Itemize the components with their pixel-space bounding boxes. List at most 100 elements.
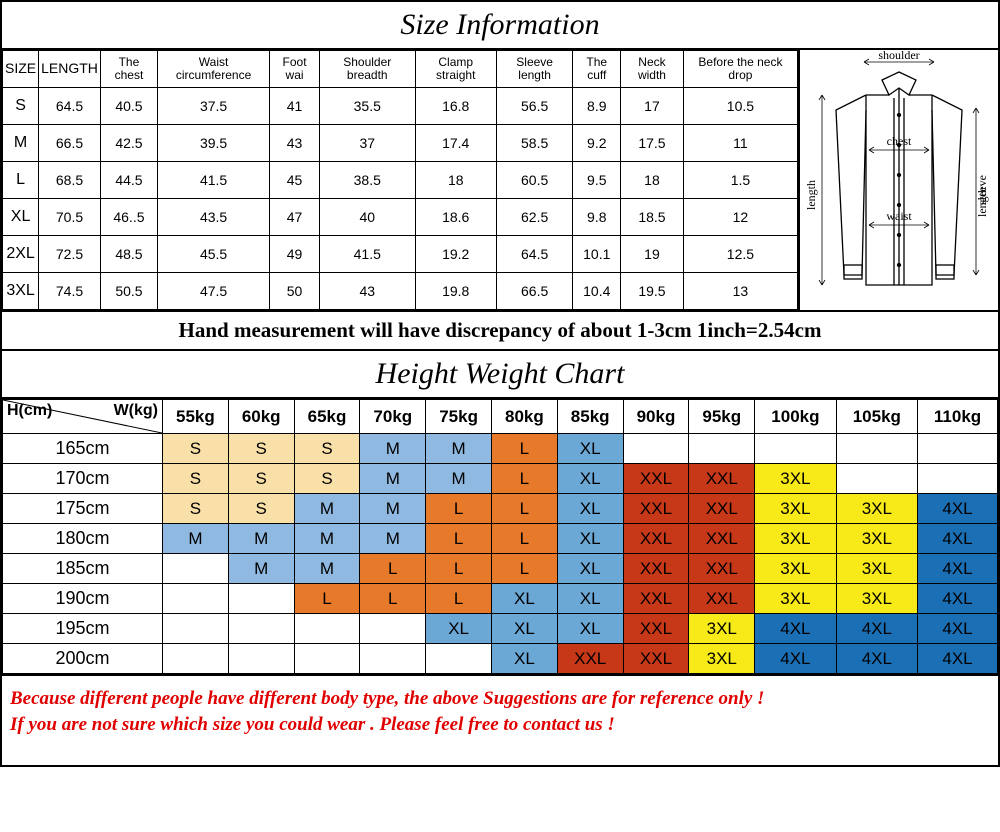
- hw-cell: XXL: [689, 494, 755, 524]
- size-cell: 19: [621, 236, 684, 273]
- size-cell: 70.5: [39, 199, 101, 236]
- height-row-header: 180cm: [3, 524, 163, 554]
- size-col-header: SIZE: [3, 51, 39, 88]
- hw-cell: 4XL: [918, 524, 998, 554]
- height-row-header: 170cm: [3, 464, 163, 494]
- hw-cell: XXL: [623, 524, 689, 554]
- table-row: 190cmLLLXLXLXXLXXL3XL3XL4XL: [3, 584, 998, 614]
- hw-corner: H(cm)W(kg): [3, 400, 163, 434]
- hw-cell: XL: [557, 554, 623, 584]
- height-row-header: 190cm: [3, 584, 163, 614]
- size-cell: 9.2: [573, 125, 621, 162]
- table-row: 165cmSSSMMLXL: [3, 434, 998, 464]
- hw-cell: L: [491, 554, 557, 584]
- title-hw-chart: Height Weight Chart: [2, 351, 998, 399]
- size-col-header: Sleeve length: [496, 51, 573, 88]
- hw-cell: [360, 614, 426, 644]
- size-table: SIZELENGTHThe chestWaist circumferenceFo…: [2, 50, 798, 310]
- size-cell: L: [3, 162, 39, 199]
- size-cell: 11: [683, 125, 797, 162]
- hw-cell: M: [426, 464, 492, 494]
- weight-col-header: 65kg: [294, 400, 360, 434]
- size-cell: 9.8: [573, 199, 621, 236]
- hw-cell: [836, 464, 917, 494]
- size-cell: 40: [319, 199, 415, 236]
- size-cell: 46..5: [100, 199, 157, 236]
- size-cell: 1.5: [683, 162, 797, 199]
- size-cell: S: [3, 88, 39, 125]
- hw-cell: 3XL: [755, 524, 836, 554]
- size-cell: 10.1: [573, 236, 621, 273]
- weight-col-header: 75kg: [426, 400, 492, 434]
- size-cell: 50: [270, 273, 320, 310]
- hw-cell: XL: [491, 614, 557, 644]
- size-cell: 19.5: [621, 273, 684, 310]
- weight-col-header: 80kg: [491, 400, 557, 434]
- weight-col-header: 110kg: [918, 400, 998, 434]
- height-row-header: 175cm: [3, 494, 163, 524]
- hw-cell: L: [491, 434, 557, 464]
- hw-cell: XXL: [623, 644, 689, 674]
- disclaimer: Because different people have different …: [2, 674, 998, 765]
- size-cell: M: [3, 125, 39, 162]
- size-cell: 74.5: [39, 273, 101, 310]
- size-cell: 41.5: [157, 162, 269, 199]
- hw-cell: S: [228, 494, 294, 524]
- size-cell: 9.5: [573, 162, 621, 199]
- hw-cell: [163, 554, 229, 584]
- height-row-header: 195cm: [3, 614, 163, 644]
- hw-cell: 3XL: [836, 554, 917, 584]
- hw-cell: 4XL: [755, 644, 836, 674]
- label-waist: waist: [886, 209, 912, 223]
- hw-cell: M: [360, 524, 426, 554]
- hw-cell: XXL: [623, 464, 689, 494]
- size-cell: 35.5: [319, 88, 415, 125]
- size-col-header: Clamp straight: [415, 51, 496, 88]
- size-cell: 17: [621, 88, 684, 125]
- table-row: 200cmXLXXLXXL3XL4XL4XL4XL: [3, 644, 998, 674]
- hw-cell: XXL: [689, 554, 755, 584]
- hw-cell: M: [360, 494, 426, 524]
- size-col-header: Shoulder breadth: [319, 51, 415, 88]
- size-col-header: Neck width: [621, 51, 684, 88]
- hw-cell: 4XL: [918, 584, 998, 614]
- size-cell: 12: [683, 199, 797, 236]
- size-col-header: Before the neck drop: [683, 51, 797, 88]
- hw-cell: S: [163, 464, 229, 494]
- size-cell: 41.5: [319, 236, 415, 273]
- hw-cell: XL: [557, 614, 623, 644]
- size-cell: 47: [270, 199, 320, 236]
- size-cell: 45.5: [157, 236, 269, 273]
- hw-cell: L: [360, 584, 426, 614]
- hw-cell: 4XL: [918, 554, 998, 584]
- hw-cell: XL: [426, 614, 492, 644]
- disclaimer-line1: Because different people have different …: [10, 686, 990, 712]
- hw-cell: [163, 644, 229, 674]
- weight-col-header: 95kg: [689, 400, 755, 434]
- hw-cell: 4XL: [836, 614, 917, 644]
- disclaimer-line2: If you are not sure which size you could…: [10, 712, 990, 738]
- hw-cell: L: [426, 554, 492, 584]
- hw-cell: 3XL: [836, 494, 917, 524]
- top-section: SIZELENGTHThe chestWaist circumferenceFo…: [2, 50, 998, 312]
- size-col-header: Foot wai: [270, 51, 320, 88]
- hw-cell: [163, 584, 229, 614]
- size-cell: 45: [270, 162, 320, 199]
- hw-cell: XXL: [623, 494, 689, 524]
- hw-cell: 3XL: [755, 464, 836, 494]
- size-cell: 2XL: [3, 236, 39, 273]
- hw-cell: [836, 434, 917, 464]
- size-cell: 41: [270, 88, 320, 125]
- hw-cell: L: [426, 524, 492, 554]
- size-cell: 16.8: [415, 88, 496, 125]
- size-cell: 37.5: [157, 88, 269, 125]
- hw-cell: [294, 614, 360, 644]
- table-row: 2XL72.548.545.54941.519.264.510.11912.5: [3, 236, 798, 273]
- table-row: L68.544.541.54538.51860.59.5181.5: [3, 162, 798, 199]
- size-cell: 64.5: [39, 88, 101, 125]
- hw-cell: 3XL: [689, 644, 755, 674]
- hw-cell: 3XL: [755, 554, 836, 584]
- table-row: 170cmSSSMMLXLXXLXXL3XL: [3, 464, 998, 494]
- size-col-header: LENGTH: [39, 51, 101, 88]
- size-cell: 40.5: [100, 88, 157, 125]
